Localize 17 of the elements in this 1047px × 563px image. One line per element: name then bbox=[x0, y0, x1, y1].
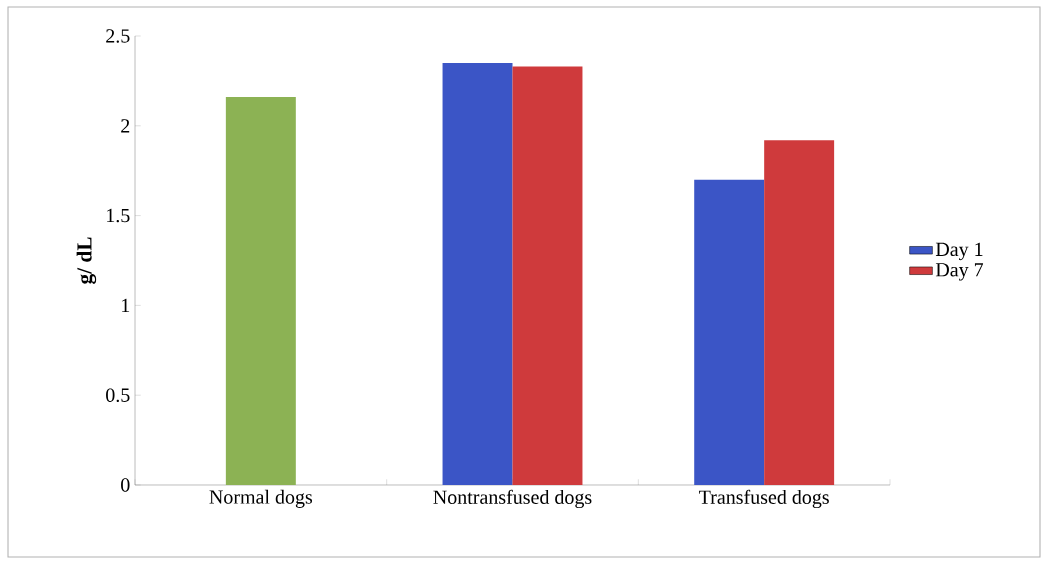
x-tick-label: Transfused dogs bbox=[699, 489, 829, 509]
x-tick-label: Normal dogs bbox=[209, 489, 313, 508]
x-tick-label: Nontransfused dogs bbox=[433, 489, 592, 509]
y-axis-title: g/ dL bbox=[76, 237, 97, 284]
bar bbox=[764, 140, 835, 485]
y-tick-label: 2.5 bbox=[106, 29, 130, 43]
y-tick-label: 1 bbox=[122, 298, 130, 312]
bar bbox=[694, 179, 765, 485]
bar bbox=[512, 66, 583, 485]
y-tick-label: 0.5 bbox=[106, 388, 130, 402]
y-tick-label: 1.5 bbox=[107, 208, 130, 223]
legend-label: Day 1 bbox=[935, 242, 983, 261]
y-tick-label: 0 bbox=[121, 478, 130, 492]
bar bbox=[225, 97, 296, 485]
bar bbox=[442, 62, 513, 485]
legend-label: Day 7 bbox=[935, 263, 984, 281]
y-tick-label: 2 bbox=[121, 119, 130, 133]
